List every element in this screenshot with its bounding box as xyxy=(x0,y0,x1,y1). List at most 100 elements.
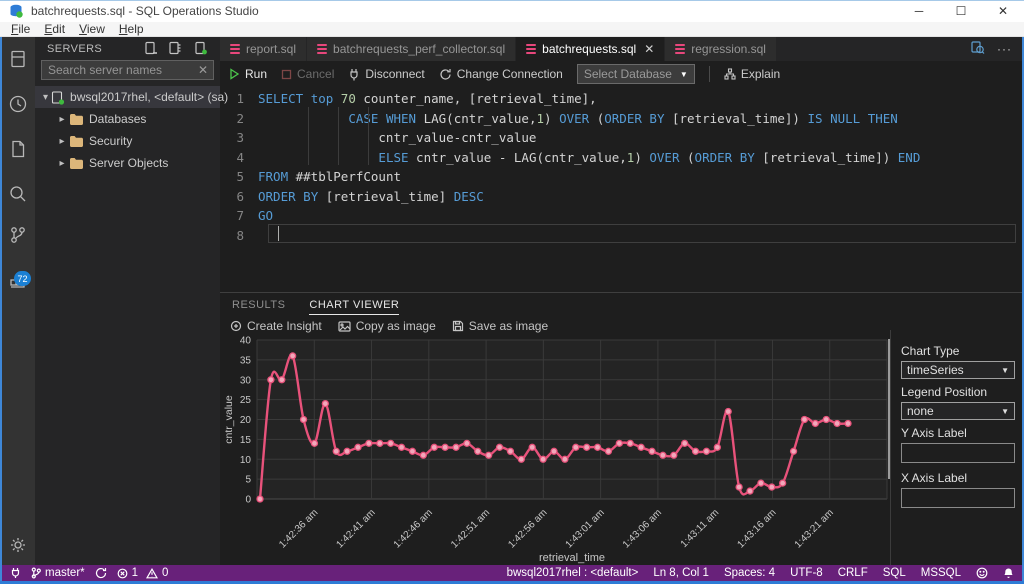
tab-label: report.sql xyxy=(246,42,297,56)
save-as-image-button[interactable]: Save as image xyxy=(452,319,548,333)
options-sash[interactable] xyxy=(888,339,890,479)
tab-report-sql[interactable]: report.sql xyxy=(220,37,307,61)
tab-regression-sql[interactable]: regression.sql xyxy=(665,37,776,61)
maximize-button[interactable]: ☐ xyxy=(955,4,967,18)
code-line[interactable]: 8 xyxy=(220,226,1024,246)
git-branch-item[interactable]: master* xyxy=(31,567,85,579)
code-line[interactable]: 3 cntr_value-cntr_value xyxy=(220,128,1024,148)
cancel-button[interactable]: Cancel xyxy=(281,67,334,81)
legend-position-label: Legend Position xyxy=(901,385,988,399)
line-number: 2 xyxy=(236,110,244,126)
chevron-right-icon[interactable]: ▸ xyxy=(59,157,65,169)
y-axis-label-input[interactable] xyxy=(901,443,1015,463)
code-line[interactable]: 2 CASE WHEN LAG(cntr_value,1) OVER (ORDE… xyxy=(220,109,1024,129)
code-line[interactable]: 1 SELECT top 70 counter_name, [retrieval_… xyxy=(220,89,1024,109)
sync-button[interactable] xyxy=(95,567,107,579)
legend-position-dropdown[interactable]: none ▼ xyxy=(901,402,1015,420)
code-line[interactable]: 4 ELSE cntr_value - LAG(cntr_value,1) OV… xyxy=(220,148,1024,168)
menu-help[interactable]: Help xyxy=(118,22,144,36)
svg-text:35: 35 xyxy=(240,355,252,366)
change-connection-button[interactable]: Change Connection xyxy=(439,67,563,81)
indentation-status[interactable]: Spaces: 4 xyxy=(723,567,776,579)
task-history-icon[interactable] xyxy=(6,92,30,116)
eol-status[interactable]: CRLF xyxy=(837,567,868,579)
feedback-smiley-icon[interactable] xyxy=(976,567,988,579)
code-line[interactable]: 6 ORDER BY [retrieval_time] DESC xyxy=(220,187,1024,207)
cursor-position[interactable]: Ln 8, Col 1 xyxy=(653,567,709,579)
database-file-icon xyxy=(317,43,328,55)
new-connection-icon[interactable] xyxy=(144,41,158,55)
svg-text:40: 40 xyxy=(240,336,252,347)
chart-actions: Create Insight Copy as image Save as ima… xyxy=(230,319,548,333)
line-number: 1 xyxy=(236,91,244,107)
chevron-right-icon[interactable]: ▸ xyxy=(59,113,65,125)
chevron-down-icon[interactable]: ▾ xyxy=(43,91,49,103)
database-file-icon xyxy=(675,43,686,55)
disconnect-button[interactable]: Disconnect xyxy=(348,67,425,81)
tab-batchrequests-perf-collector-sql[interactable]: batchrequests_perf_collector.sql xyxy=(307,37,516,61)
explain-button[interactable]: Explain xyxy=(724,67,780,81)
explorer-icon[interactable] xyxy=(6,137,30,161)
settings-gear-icon[interactable] xyxy=(6,533,30,557)
provider-status[interactable]: MSSQL xyxy=(920,567,961,579)
svg-text:cntr_value: cntr_value xyxy=(223,395,235,444)
statusbar-left: master* 1 0 xyxy=(0,567,168,579)
tab-batchrequests-sql[interactable]: batchrequests.sql ✕ xyxy=(516,37,665,61)
problems-item[interactable]: 1 0 xyxy=(117,567,168,579)
chart-type-value: timeSeries xyxy=(907,363,964,377)
tree-item-label: bwsql2017rhel, <default> (sa) xyxy=(70,90,229,104)
code-text: ORDER BY [retrieval_time] DESC xyxy=(258,188,484,204)
tab-results[interactable]: RESULTS xyxy=(232,299,286,311)
source-control-icon[interactable] xyxy=(6,223,30,247)
svg-text:0: 0 xyxy=(245,495,251,506)
menu-view[interactable]: View xyxy=(79,22,105,36)
select-database-dropdown[interactable]: Select Database ▼ xyxy=(576,64,695,84)
tree-item-server[interactable]: ▾ bwsql2017rhel, <default> (sa) xyxy=(35,86,228,108)
create-insight-button[interactable]: Create Insight xyxy=(230,319,322,333)
tree-item-databases[interactable]: ▸ Databases xyxy=(35,108,220,130)
chart-svg: 0 5 10 15 20 25 30 35 40 1:42:36 am 1:42:41 am 1:42… xyxy=(223,336,888,564)
x-axis-label-input[interactable] xyxy=(901,488,1015,508)
menu-edit[interactable]: Edit xyxy=(44,22,66,36)
chart-type-dropdown[interactable]: timeSeries ▼ xyxy=(901,361,1015,379)
indent-guide xyxy=(368,107,369,165)
new-server-group-icon[interactable] xyxy=(168,41,182,55)
branch-label: master* xyxy=(45,567,85,579)
database-file-icon xyxy=(526,43,537,55)
menu-bar: File Edit View Help xyxy=(0,22,1024,37)
more-actions-icon[interactable]: ··· xyxy=(997,42,1012,56)
minimize-button[interactable]: ─ xyxy=(914,4,924,18)
preview-icon[interactable] xyxy=(970,40,985,58)
code-line[interactable]: 5 FROM ##tblPerfCount xyxy=(220,167,1024,187)
code-editor[interactable]: 1 SELECT top 70 counter_name, [retrieval_… xyxy=(220,87,1024,292)
servers-icon[interactable] xyxy=(6,47,30,71)
tree-item-server-objects[interactable]: ▸ Server Objects xyxy=(35,152,220,174)
server-search-input[interactable] xyxy=(41,60,214,80)
tab-close-icon[interactable]: ✕ xyxy=(644,42,655,56)
plug-icon[interactable] xyxy=(10,567,21,579)
folder-icon xyxy=(69,113,84,126)
tree-item-security[interactable]: ▸ Security xyxy=(35,130,220,152)
connection-status[interactable]: bwsql2017rhel : <default> xyxy=(506,567,639,579)
active-connections-icon[interactable] xyxy=(194,41,208,55)
search-clear-icon[interactable]: ✕ xyxy=(197,63,208,77)
timeseries-chart[interactable]: 0 5 10 15 20 25 30 35 40 1:42:36 am 1:42:41 am 1:42… xyxy=(220,333,890,566)
encoding-status[interactable]: UTF-8 xyxy=(790,567,823,579)
chevron-right-icon[interactable]: ▸ xyxy=(59,135,65,147)
menu-file[interactable]: File xyxy=(11,22,31,36)
code-text: cntr_value-cntr_value xyxy=(258,130,537,146)
code-line[interactable]: 7 GO xyxy=(220,206,1024,226)
language-mode[interactable]: SQL xyxy=(882,567,906,579)
title-bar: batchrequests.sql - SQL Operations Studi… xyxy=(0,0,1024,22)
chevron-down-icon: ▼ xyxy=(1001,406,1009,416)
status-bar: master* 1 0 bwsql2017rhel : <default> Ln… xyxy=(0,565,1024,581)
git-branch-icon xyxy=(31,567,41,579)
run-button[interactable]: Run xyxy=(228,67,267,81)
search-icon[interactable] xyxy=(6,182,30,206)
copy-as-image-button[interactable]: Copy as image xyxy=(338,319,436,333)
tab-chart-viewer[interactable]: CHART VIEWER xyxy=(309,299,400,315)
close-button[interactable]: ✕ xyxy=(997,4,1009,18)
sidebar-title: SERVERS xyxy=(47,43,103,55)
tree-item-label: Databases xyxy=(89,112,147,126)
notifications-bell-icon[interactable] xyxy=(1003,567,1014,579)
